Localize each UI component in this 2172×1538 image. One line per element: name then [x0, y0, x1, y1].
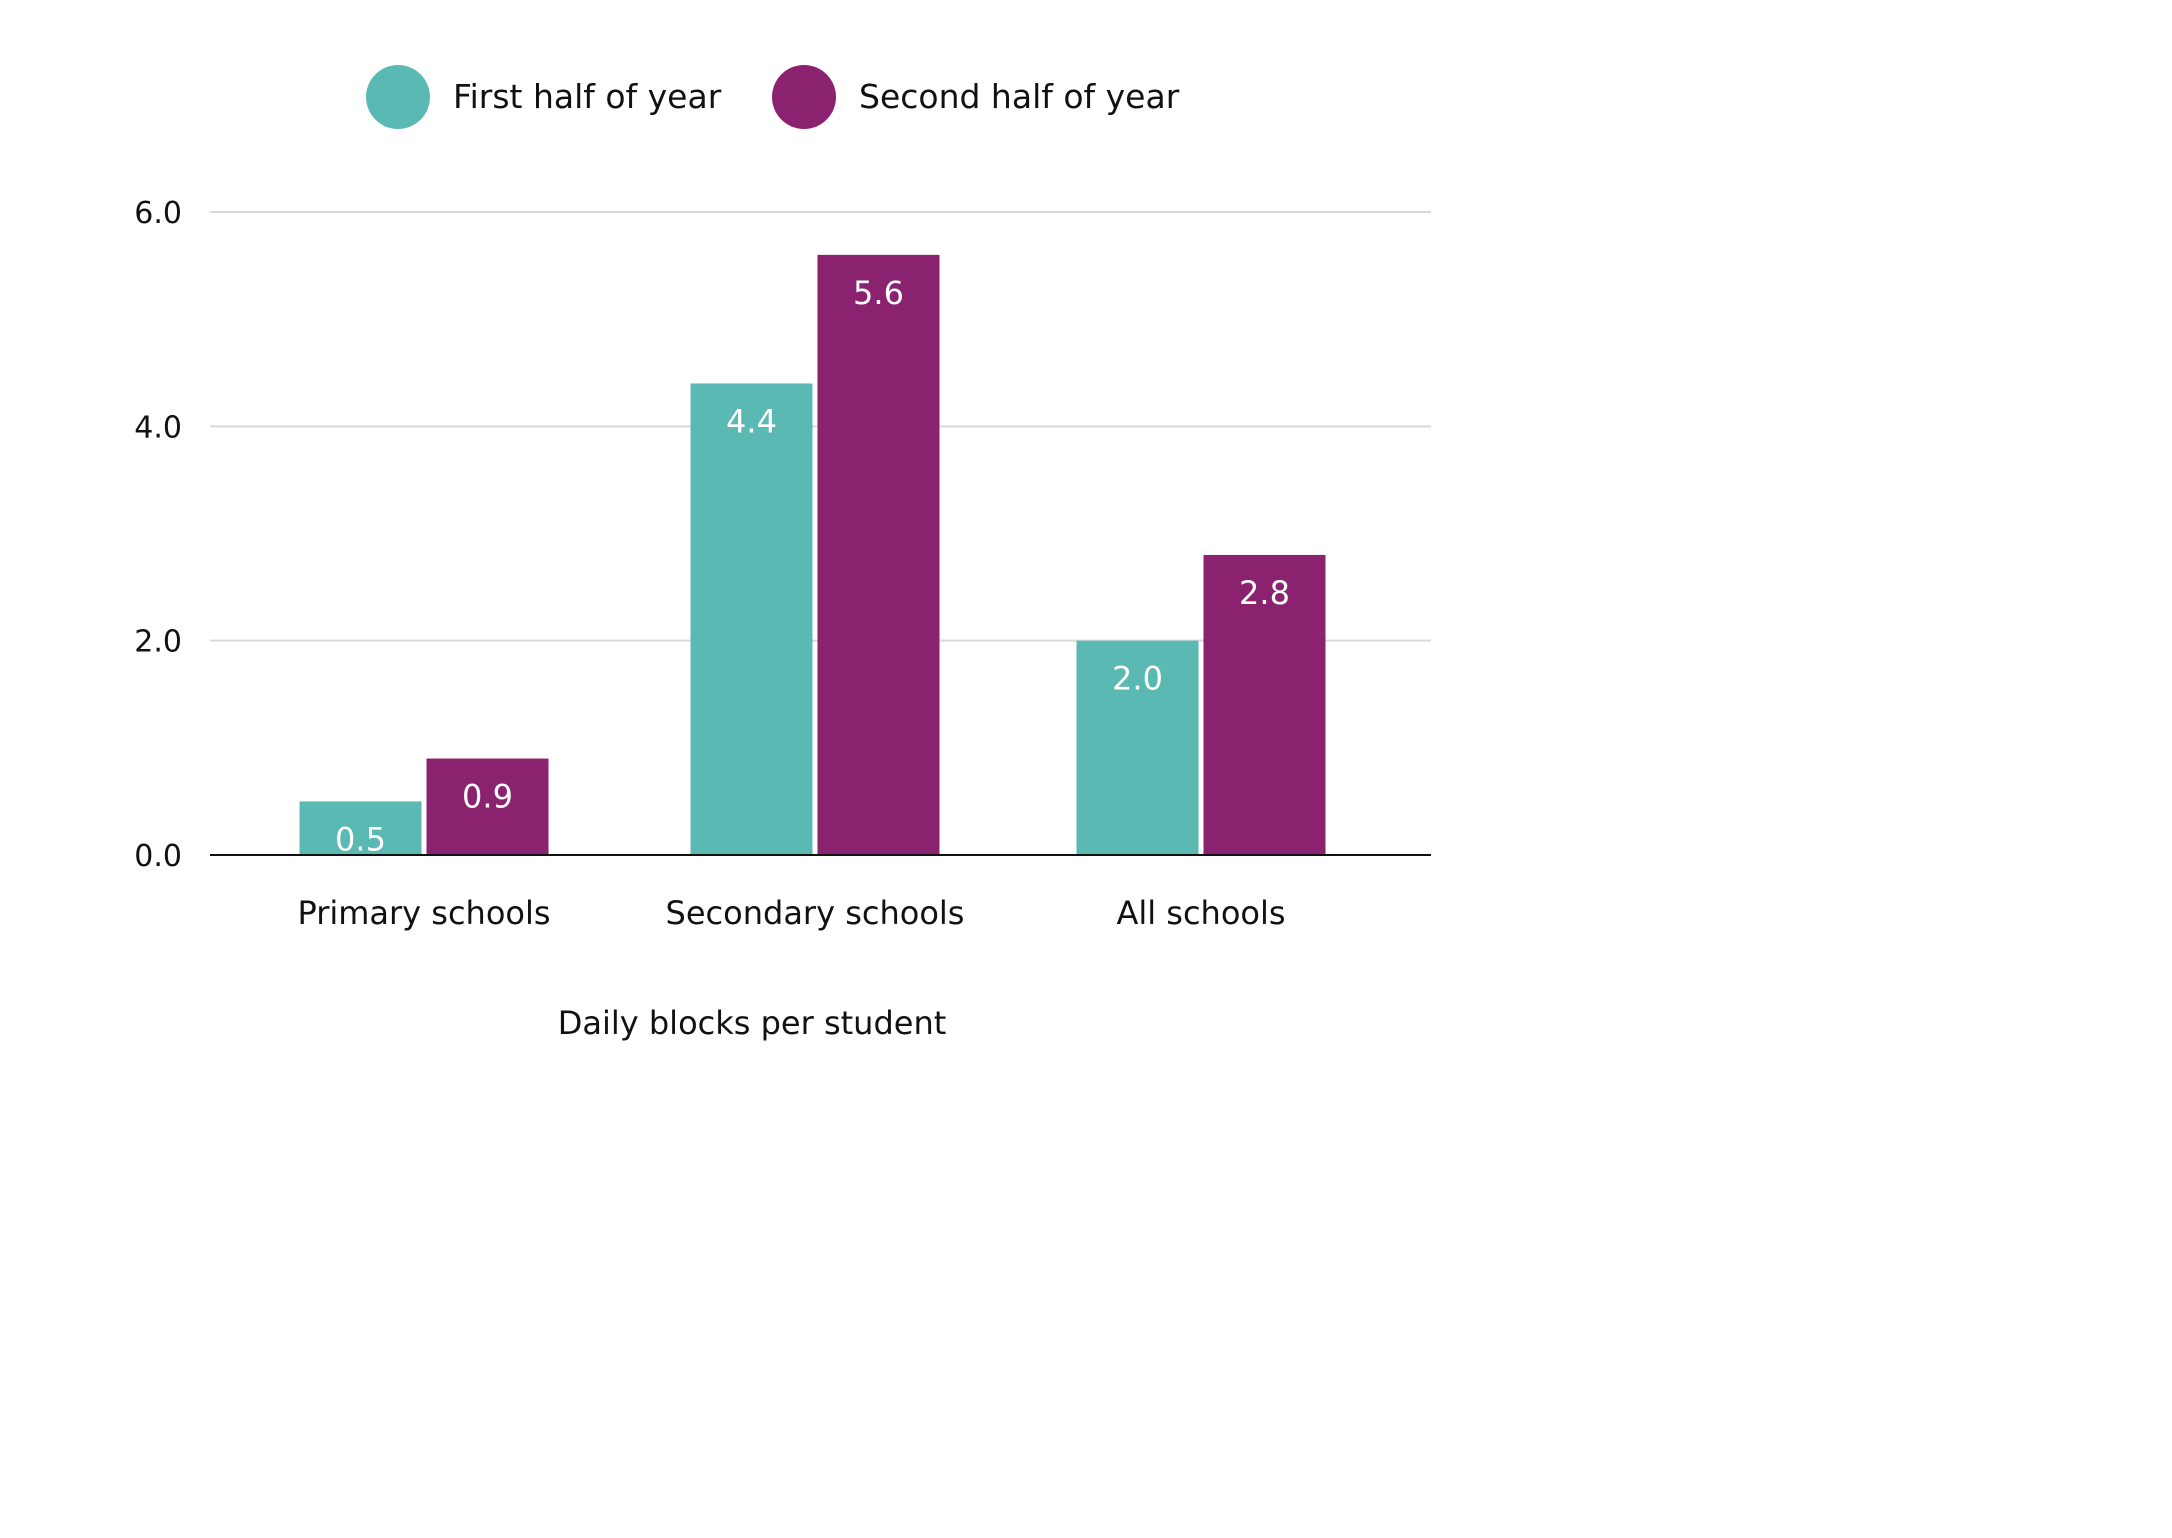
bar — [1203, 554, 1326, 855]
legend: First half of year Second half of year — [366, 65, 1180, 129]
y-tick-label: 6.0 — [134, 196, 182, 231]
bar-value-label: 2.0 — [1112, 660, 1163, 698]
bar-value-label: 0.9 — [462, 778, 513, 816]
x-category-label: Secondary schools — [666, 894, 965, 932]
bar-value-label: 5.6 — [853, 274, 904, 312]
legend-swatch — [772, 65, 836, 129]
y-tick-label: 4.0 — [134, 410, 182, 445]
bar — [817, 254, 940, 855]
y-tick-label: 2.0 — [134, 625, 182, 660]
x-axis-label: Daily blocks per student — [558, 1004, 947, 1042]
legend-label: First half of year — [453, 77, 722, 116]
bar-value-label: 0.5 — [335, 820, 386, 858]
y-tick-label: 0.0 — [134, 839, 182, 874]
x-axis-categories: Primary schools Secondary schools All scho… — [297, 894, 1285, 932]
legend-swatch — [366, 65, 430, 129]
legend-label: Second half of year — [859, 77, 1180, 116]
bar-chart: First half of year Second half of year 0.… — [134, 65, 1431, 1042]
x-category-label: Primary schools — [297, 894, 550, 932]
bars — [299, 254, 1326, 855]
bar — [299, 801, 422, 855]
bar-labels: 0.5 0.9 4.4 5.6 2.0 2.8 — [335, 274, 1290, 859]
bar-value-label: 4.4 — [726, 402, 777, 440]
bar — [1076, 640, 1199, 855]
bar — [690, 383, 813, 855]
bar — [426, 758, 549, 855]
x-category-label: All schools — [1116, 894, 1285, 932]
y-axis-ticks: 0.0 2.0 4.0 6.0 — [134, 196, 182, 874]
bar-value-label: 2.8 — [1239, 574, 1290, 612]
